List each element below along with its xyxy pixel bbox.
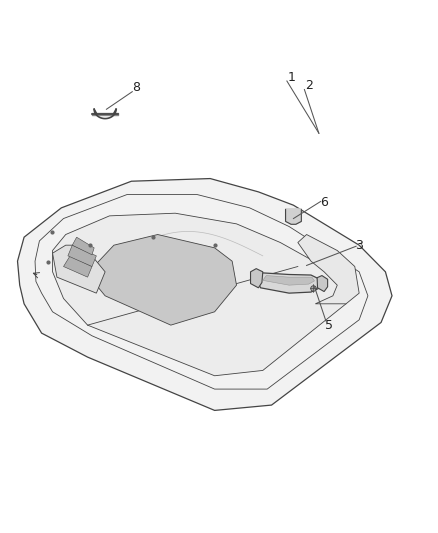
- Polygon shape: [317, 276, 328, 292]
- Polygon shape: [263, 276, 314, 285]
- Polygon shape: [53, 213, 346, 376]
- Text: 3: 3: [355, 239, 363, 252]
- Polygon shape: [286, 209, 301, 224]
- Polygon shape: [298, 235, 359, 304]
- Polygon shape: [53, 245, 105, 293]
- Polygon shape: [68, 245, 96, 266]
- Text: 6: 6: [320, 196, 328, 209]
- Text: 8: 8: [132, 82, 140, 94]
- Text: 5: 5: [325, 319, 332, 332]
- Polygon shape: [18, 179, 392, 410]
- Polygon shape: [286, 209, 301, 224]
- Polygon shape: [256, 273, 320, 293]
- Polygon shape: [251, 269, 263, 288]
- Polygon shape: [64, 256, 92, 277]
- Text: 2: 2: [305, 79, 313, 92]
- Polygon shape: [72, 237, 94, 255]
- Polygon shape: [94, 235, 237, 325]
- Text: 1: 1: [287, 71, 295, 84]
